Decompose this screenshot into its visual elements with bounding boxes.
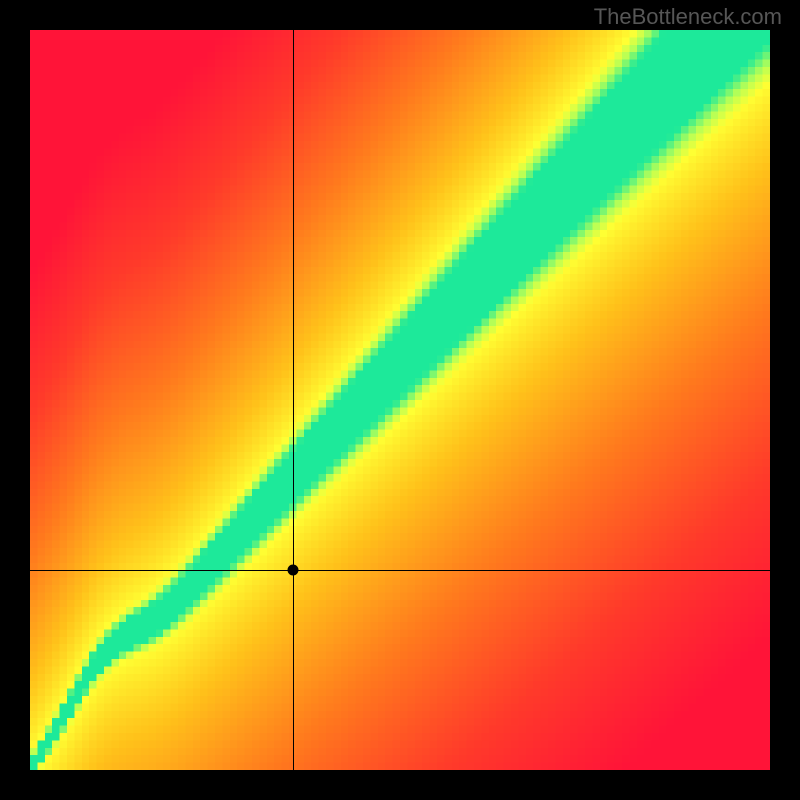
watermark-text: TheBottleneck.com (594, 4, 782, 30)
crosshair-marker (287, 565, 298, 576)
crosshair-vertical (293, 30, 294, 770)
crosshair-horizontal (30, 570, 770, 571)
heatmap-canvas (30, 30, 770, 770)
heatmap-plot (30, 30, 770, 770)
figure-root: TheBottleneck.com (0, 0, 800, 800)
